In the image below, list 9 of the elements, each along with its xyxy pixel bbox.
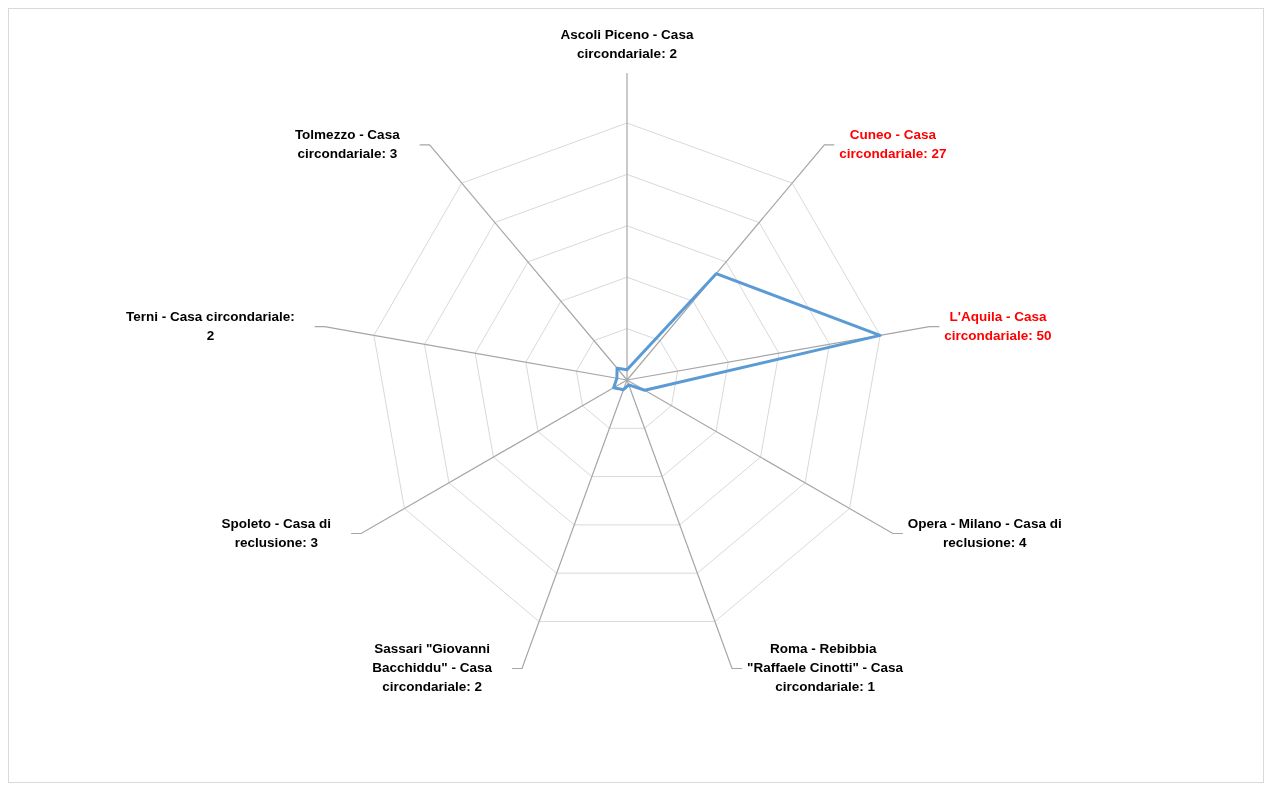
spoke-label: Roma - Rebibbia "Raffaele Cinotti" - Casa circondariale: 1 bbox=[746, 640, 904, 694]
spoke-label: Ascoli Piceno - Casa circondariale: 2 bbox=[560, 27, 694, 61]
spoke-label: Tolmezzo - Casa circondariale: 3 bbox=[294, 126, 401, 161]
spoke-label: Cuneo - Casa circondariale: 27 bbox=[839, 126, 947, 161]
spoke-label: Spoleto - Casa di reclusione: 3 bbox=[221, 515, 332, 550]
spoke-label: Sassari "Giovanni Bacchiddu" - Casa circondariale: 2 bbox=[372, 640, 493, 694]
spoke-label: L'Aquila - Casa circondariale: 50 bbox=[944, 308, 1052, 343]
spoke-label: Terni - Casa circondariale: 2 bbox=[126, 308, 295, 343]
spoke-label: Opera - Milano - Casa di reclusione: 4 bbox=[907, 515, 1062, 550]
